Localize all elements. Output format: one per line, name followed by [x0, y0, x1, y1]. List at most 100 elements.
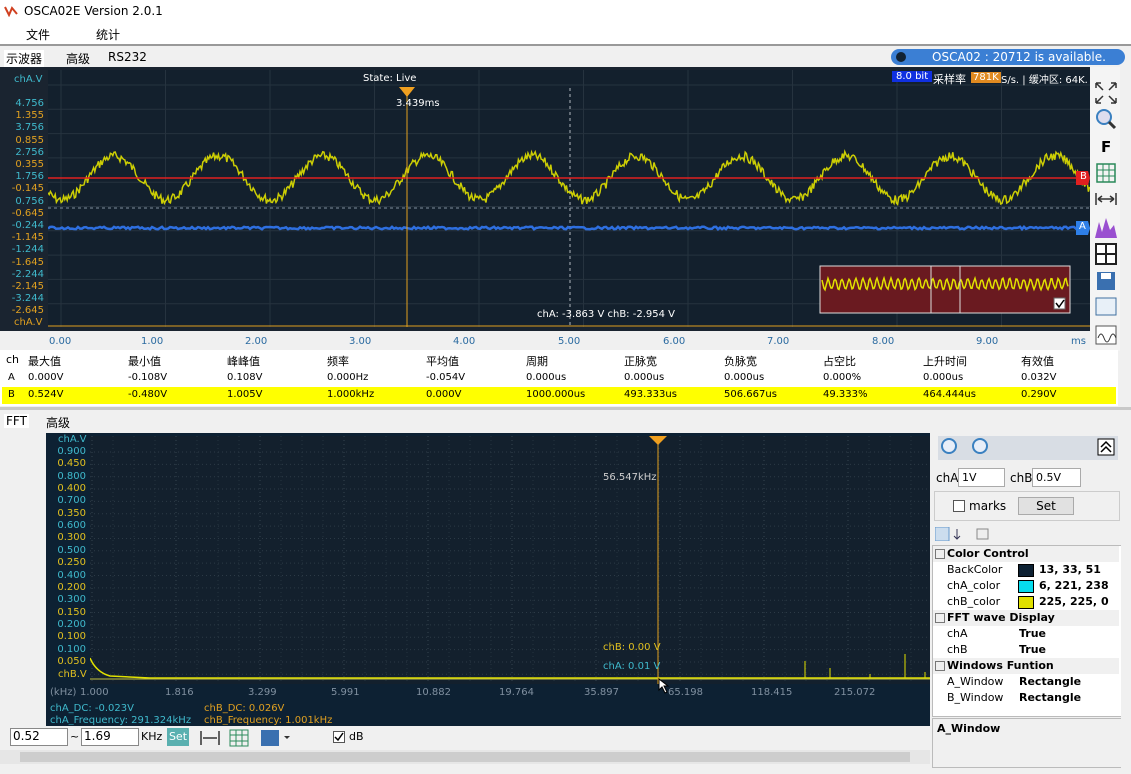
pages-icon	[976, 528, 989, 540]
scope-y-title: chA.V	[14, 74, 43, 85]
group-name: FFT wave Display	[947, 611, 1055, 624]
fft-y-label: 0.500	[57, 544, 86, 556]
tab[interactable]: 示波器	[4, 50, 45, 67]
bottom-tools	[200, 729, 290, 747]
scope-state: State: Live	[363, 73, 417, 84]
measure-cell: 0.108V	[227, 372, 263, 383]
tool-fft-icon	[1095, 218, 1117, 238]
tool-fit-icon	[1095, 82, 1117, 104]
scope-readout: chA: -3.863 V chB: -2.954 V	[537, 309, 675, 320]
measure-cell: -0.054V	[426, 372, 466, 383]
set-button[interactable]: Set	[167, 728, 189, 746]
tool-calc-lines	[1096, 244, 1116, 264]
rate-label: 采样率	[933, 73, 966, 86]
icon-wave	[4, 6, 18, 17]
measure-cell: 1.000kHz	[327, 389, 375, 400]
measure-cell: A	[8, 372, 15, 383]
fft-y-label: 0.200	[57, 581, 86, 593]
fft-cha-dc: chA_DC: -0.023V	[50, 703, 134, 714]
cha-select[interactable]: 1V	[958, 468, 1005, 487]
group-header-bg	[933, 610, 1119, 626]
db-check	[334, 732, 344, 742]
fft-y-label: 0.050	[57, 655, 86, 667]
marks-label: marks	[969, 499, 1007, 513]
measure-cell: 0.000V	[28, 372, 64, 383]
fft-x-label: 10.882	[416, 687, 451, 698]
group-header-bg	[933, 658, 1119, 674]
measure-cell: -0.480V	[128, 389, 168, 400]
scope-y-label: 1.355	[15, 110, 44, 122]
fft-y-label: 0.450	[57, 458, 86, 470]
scope-x-label: 4.00	[453, 336, 476, 347]
group-toggle[interactable]	[935, 613, 945, 623]
fft-tab[interactable]: FFT	[4, 414, 29, 428]
color-swatch	[1018, 596, 1034, 609]
marks-checkbox[interactable]	[953, 500, 965, 512]
chb-select[interactable]: 0.5V	[1032, 468, 1081, 487]
fft-y-label: 0.200	[57, 618, 86, 630]
marks-box	[934, 491, 1120, 521]
fft-chb-freq: chB_Frequency: 1.001kHz	[204, 715, 333, 725]
property-key: chA_color	[947, 579, 1001, 592]
menu-item[interactable]: 统计	[96, 28, 121, 42]
sort-icon	[953, 529, 961, 540]
menu-item[interactable]: 文件	[26, 28, 51, 42]
scope-marker-b: B	[1080, 171, 1087, 182]
scope-cursor-label: 3.439ms	[396, 98, 440, 109]
measure-header: 最小值	[128, 355, 161, 368]
pointer-shape	[658, 678, 670, 694]
status-banner	[891, 49, 1125, 65]
scope-y-label: -2.244	[11, 268, 44, 280]
fft-tab[interactable]: 高级	[46, 416, 71, 430]
measure-cell: 0.000V	[426, 389, 462, 400]
measure-cell: 1000.000us	[526, 389, 586, 400]
tool-fit-letter[interactable]: F	[1101, 138, 1112, 156]
collapse-arrows	[1100, 440, 1112, 453]
measure-cell: 464.444us	[923, 389, 976, 400]
group-toggle[interactable]	[935, 661, 945, 671]
measure-cell: 506.667us	[724, 389, 777, 400]
scope-x-label: 0.00	[49, 336, 72, 347]
scope-y-label: 2.756	[15, 146, 44, 158]
tool-wave-line	[1097, 333, 1117, 343]
fft-cha-readout: chA: 0.01 V	[603, 661, 661, 672]
marks-set-button[interactable]: Set	[1018, 497, 1074, 515]
fft-y-label: 0.250	[57, 557, 86, 569]
tab[interactable]: RS232	[108, 50, 147, 64]
color-swatch	[1018, 580, 1034, 593]
group-toggle[interactable]	[935, 549, 945, 559]
to-input[interactable]: 1.69	[81, 728, 139, 746]
property-value: 13, 33, 51	[1039, 563, 1101, 576]
measure-cell: 0.000%	[823, 372, 862, 383]
minimap-checkbox	[1053, 297, 1066, 310]
property-value: Rectangle	[1019, 691, 1082, 704]
save-icon	[261, 730, 279, 746]
measure-cell: 0.000us	[526, 372, 567, 383]
scope-marker-a: A	[1079, 221, 1086, 232]
from-input[interactable]: 0.52	[10, 728, 68, 746]
minimap-wave	[821, 275, 1069, 293]
scope-tools	[1095, 82, 1117, 345]
scope-y-label: 1.756	[15, 171, 44, 183]
fft-x-unit: (kHz)	[50, 687, 77, 698]
measure-cell: 0.000us	[624, 372, 665, 383]
chb-label: chB	[1010, 471, 1033, 485]
measure-cell: 49.333%	[823, 389, 868, 400]
property-key: chA	[947, 627, 968, 640]
unit-label: KHz	[141, 730, 163, 743]
fft-x-label: 19.764	[499, 687, 534, 698]
scope-y-label: -1.244	[11, 244, 44, 256]
fft-y-label: 0.100	[57, 643, 86, 655]
fft-x-label: 3.299	[248, 687, 277, 698]
measure-header: ch	[6, 353, 20, 366]
menu-bar	[0, 22, 1131, 44]
fft-x-label: 1.000	[80, 687, 109, 698]
tool-zoom-icon	[1096, 109, 1112, 125]
fft-chb-dc: chB_DC: 0.026V	[204, 703, 285, 714]
window-title: OSCA02E Version 2.0.1	[24, 4, 163, 18]
marker-a-shape	[1076, 221, 1090, 235]
tab[interactable]: 高级	[66, 52, 91, 66]
channel-a-wave	[48, 224, 1090, 232]
scope-x-label: 8.00	[872, 336, 895, 347]
